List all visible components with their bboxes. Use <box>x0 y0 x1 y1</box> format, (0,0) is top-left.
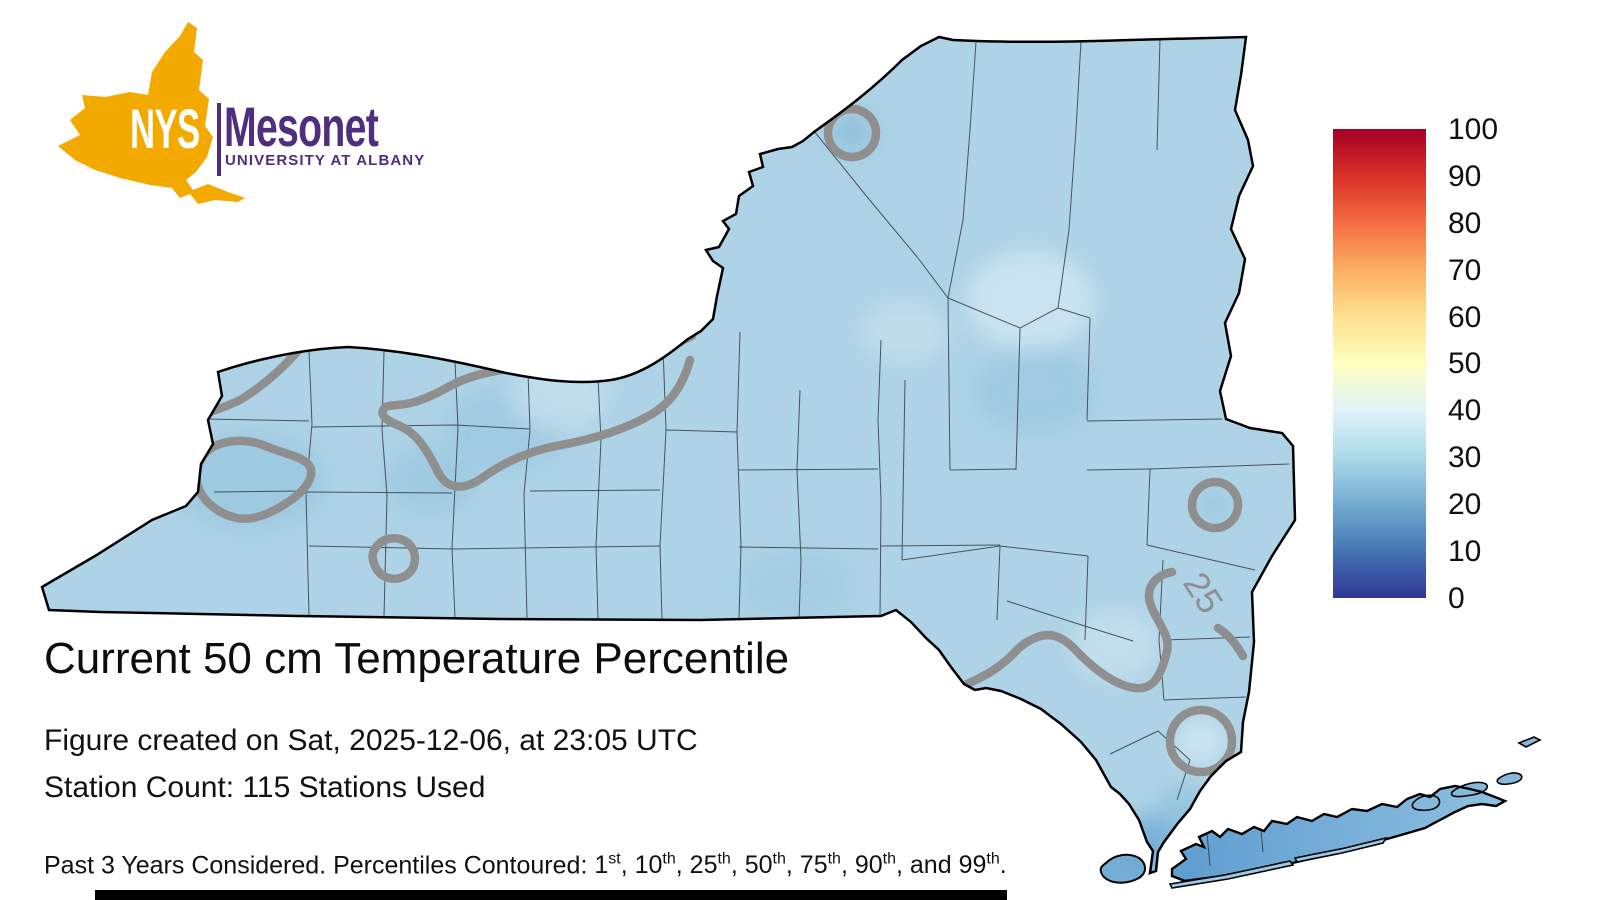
colorbar-tick-label: 30 <box>1448 441 1482 475</box>
percentile-number: 75 <box>799 851 828 880</box>
logo-tagline: UNIVERSITY AT ALBANY <box>225 152 426 169</box>
percentile-ordinal: th <box>882 851 897 868</box>
logo-divider <box>217 103 221 176</box>
contour-ring-east <box>1187 477 1243 533</box>
percentile-number: 99 <box>958 851 987 880</box>
bottom-cropped-bar <box>95 890 1007 900</box>
station-count-line: Station Count: 115 Stations Used <box>44 771 486 804</box>
contour-southeast-tail <box>1213 623 1248 661</box>
percentile-separator: , <box>840 851 855 880</box>
percentile-ordinal: th <box>662 851 676 868</box>
percentile-separator: , <box>730 851 745 880</box>
colorbar-tick-labels: 100 90 80 70 60 50 40 30 20 10 0 <box>1448 113 1499 615</box>
percentile-separator: , <box>785 851 800 880</box>
footnote-prefix: Past 3 Years Considered. Percentiles Con… <box>44 851 595 880</box>
percentile-separator: , <box>675 851 690 880</box>
percentiles-footnote: Past 3 Years Considered. Percentiles Con… <box>44 851 1007 880</box>
colorbar-tick-label: 50 <box>1448 347 1482 381</box>
footnote-percentile-list: 1st, 10th, 25th, 50th, 75th, 90th, and 9… <box>594 851 1006 879</box>
state-borders <box>40 35 1541 889</box>
percentile-ordinal: th <box>772 851 786 868</box>
percentile-ordinal: th <box>717 851 731 868</box>
colorbar <box>1333 129 1426 598</box>
logo-nys-text: NYS <box>130 97 200 160</box>
contour-niagara-arc <box>205 337 310 417</box>
logo-mesonet-text: Mesonet <box>224 95 379 158</box>
logo-state-shape <box>58 22 245 204</box>
colorbar-tick-label: 90 <box>1448 159 1482 193</box>
barrier-island-east <box>1293 836 1388 863</box>
contour-small-loop <box>368 534 420 583</box>
colorbar-tick-label: 0 <box>1448 581 1465 615</box>
created-timestamp-line: Figure created on Sat, 2025-12-06, at 23… <box>44 724 698 757</box>
percentile-number: 25 <box>689 851 718 880</box>
percentile-ordinal: th <box>986 851 1000 868</box>
percentile-number: 50 <box>744 851 773 880</box>
county-boundaries <box>204 38 1290 867</box>
contour-ring-north <box>823 104 881 162</box>
percentile-separator: , <box>620 851 635 880</box>
percentile-separator: . <box>999 851 1007 880</box>
colorbar-tick-label: 40 <box>1448 394 1482 428</box>
colorbar-tick-label: 60 <box>1448 300 1482 334</box>
percentile-separator: , and <box>896 851 959 880</box>
percentile-number: 1 <box>594 851 609 880</box>
percentile-number: 10 <box>634 851 663 880</box>
contour-southeast <box>958 567 1177 693</box>
percentile-ordinal: st <box>608 851 621 868</box>
contour-ring-southeast <box>1165 705 1237 777</box>
colorbar-tick-label: 80 <box>1448 206 1482 240</box>
barrier-island-west <box>1168 860 1295 889</box>
figure-title: Current 50 cm Temperature Percentile <box>44 634 790 683</box>
colorbar-tick-label: 100 <box>1448 113 1499 146</box>
colorbar-tick-label: 20 <box>1448 488 1482 522</box>
percentile-number: 90 <box>854 851 883 880</box>
colorbar-tick-label: 10 <box>1448 535 1482 569</box>
colorbar-tick-label: 70 <box>1448 253 1482 287</box>
percentile-ordinal: th <box>827 851 841 868</box>
